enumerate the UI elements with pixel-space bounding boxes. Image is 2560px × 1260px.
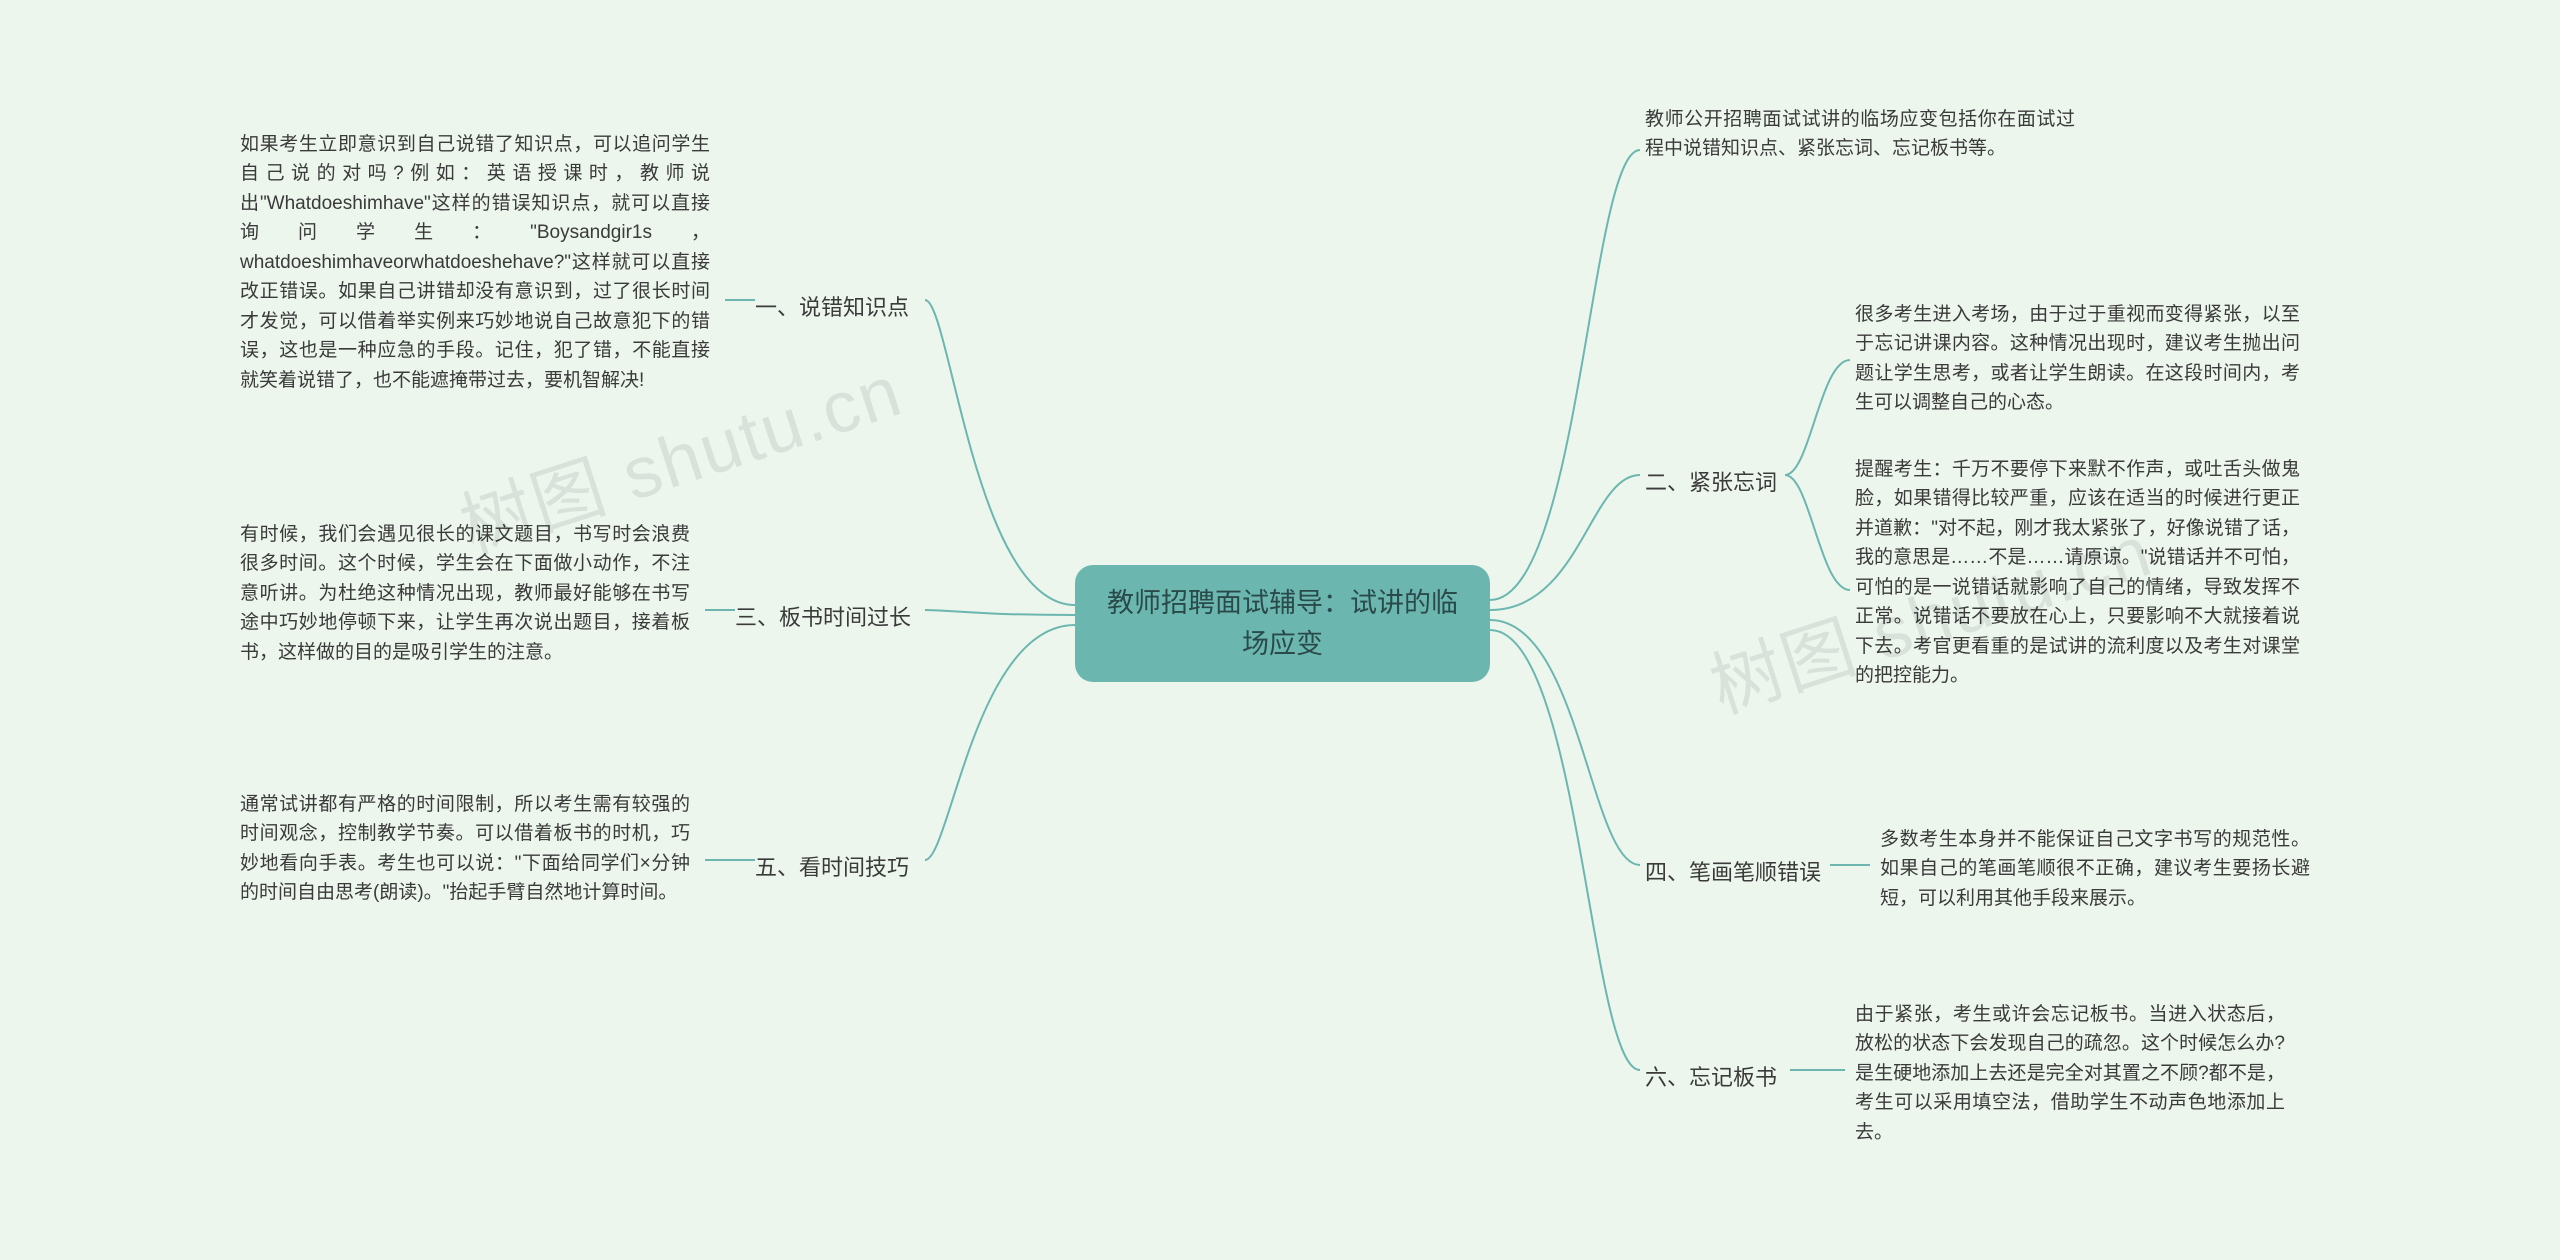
edge (925, 610, 1075, 615)
detail-text-left-2: 通常试讲都有严格的时间限制，所以考生需有较强的时间观念，控制教学节奏。可以借着板… (240, 790, 690, 908)
detail-text-right-0: 教师公开招聘面试试讲的临场应变包括你在面试过程中说错知识点、紧张忘词、忘记板书等… (1645, 105, 2075, 164)
edge (925, 625, 1075, 860)
edge (1490, 150, 1640, 600)
center-node-text: 教师招聘面试辅导：试讲的临场应变 (1105, 583, 1460, 664)
branch-label-right-1: 二、紧张忘词 (1645, 465, 1777, 497)
branch-label-right-2: 四、笔画笔顺错误 (1645, 855, 1821, 887)
edge (1490, 630, 1640, 1070)
detail-text-right-3: 由于紧张，考生或许会忘记板书。当进入状态后，放松的状态下会发现自己的疏忽。这个时… (1855, 1000, 2285, 1147)
detail-text-left-1: 有时候，我们会遇见很长的课文题目，书写时会浪费很多时间。这个时候，学生会在下面做… (240, 520, 690, 667)
edge (1785, 360, 1850, 475)
branch-label-right-3: 六、忘记板书 (1645, 1060, 1777, 1092)
detail-text-right-1-0: 很多考生进入考场，由于过于重视而变得紧张，以至于忘记讲课内容。这种情况出现时，建… (1855, 300, 2300, 418)
edge (925, 300, 1075, 605)
branch-label-left-0: 一、说错知识点 (755, 290, 909, 322)
branch-label-left-1: 三、板书时间过长 (735, 600, 911, 632)
edge (1490, 620, 1640, 865)
edge (1490, 475, 1640, 610)
edge (1785, 475, 1850, 590)
center-node: 教师招聘面试辅导：试讲的临场应变 (1075, 565, 1490, 682)
branch-label-left-2: 五、看时间技巧 (755, 850, 909, 882)
detail-text-right-1-1: 提醒考生：千万不要停下来默不作声，或吐舌头做鬼脸，如果错得比较严重，应该在适当的… (1855, 455, 2300, 691)
detail-text-right-2: 多数考生本身并不能保证自己文字书写的规范性。如果自己的笔画笔顺很不正确，建议考生… (1880, 825, 2310, 913)
detail-text-left-0: 如果考生立即意识到自己说错了知识点，可以追问学生自己说的对吗?例如：英语授课时，… (240, 130, 710, 395)
